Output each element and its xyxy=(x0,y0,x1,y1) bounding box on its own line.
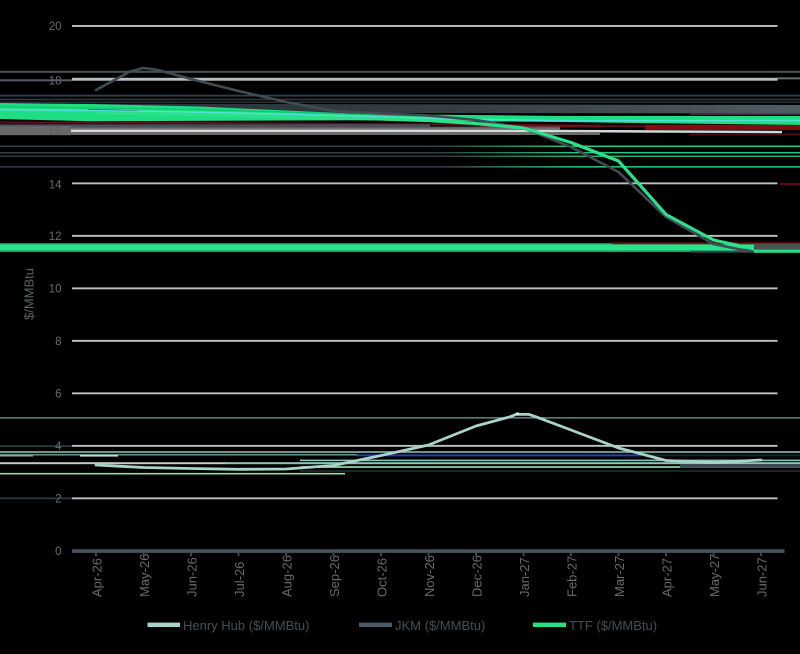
svg-text:Jun-26: Jun-26 xyxy=(184,557,199,597)
svg-text:JKM ($/MMBtu): JKM ($/MMBtu) xyxy=(395,618,485,633)
svg-text:0: 0 xyxy=(55,546,61,558)
svg-text:Feb-27: Feb-27 xyxy=(564,556,579,597)
svg-text:TTF ($/MMBtu): TTF ($/MMBtu) xyxy=(569,618,657,633)
svg-text:Nov-26: Nov-26 xyxy=(422,555,437,597)
svg-text:Jan-27: Jan-27 xyxy=(517,557,532,597)
svg-text:May-26: May-26 xyxy=(137,554,152,597)
svg-text:12: 12 xyxy=(49,231,62,243)
svg-text:$/MMBtu: $/MMBtu xyxy=(22,268,37,320)
svg-text:Dec-26: Dec-26 xyxy=(469,555,484,597)
svg-text:2: 2 xyxy=(55,494,61,506)
svg-text:4: 4 xyxy=(55,441,62,453)
svg-text:Aug-26: Aug-26 xyxy=(279,555,294,597)
svg-text:Sep-26: Sep-26 xyxy=(327,555,342,597)
svg-text:Oct-26: Oct-26 xyxy=(374,558,389,597)
svg-text:8: 8 xyxy=(55,336,61,348)
svg-text:Apr-26: Apr-26 xyxy=(89,558,104,597)
svg-text:16: 16 xyxy=(48,126,61,138)
svg-text:Jun-27: Jun-27 xyxy=(754,557,769,597)
svg-text:May-27: May-27 xyxy=(707,554,722,597)
svg-text:6: 6 xyxy=(55,389,61,401)
svg-text:Jul-26: Jul-26 xyxy=(232,562,247,597)
svg-text:Mar-27: Mar-27 xyxy=(612,556,627,597)
svg-text:14: 14 xyxy=(49,179,62,191)
svg-text:Apr-27: Apr-27 xyxy=(659,558,674,597)
svg-text:Henry Hub ($/MMBtu): Henry Hub ($/MMBtu) xyxy=(183,618,309,633)
svg-text:20: 20 xyxy=(49,21,62,33)
svg-text:10: 10 xyxy=(49,284,62,296)
